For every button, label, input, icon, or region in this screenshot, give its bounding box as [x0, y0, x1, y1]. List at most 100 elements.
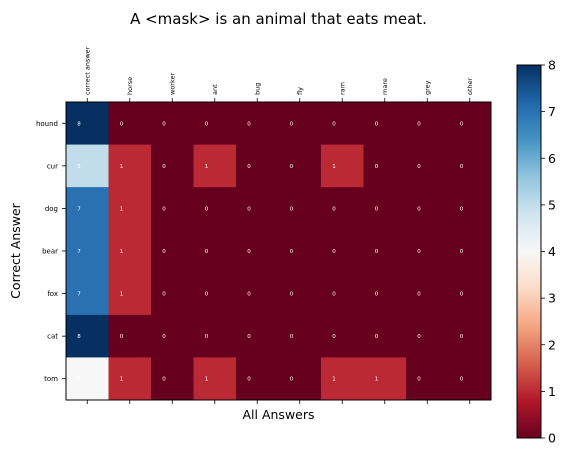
cell-value-label: 0 [290, 164, 294, 170]
cell-value-label: 0 [247, 292, 251, 298]
x-tick-label: grey [423, 80, 431, 95]
heatmap-cell [108, 102, 152, 146]
cell-value-label: 1 [332, 377, 336, 383]
heatmap-cell [108, 144, 152, 188]
x-tick-label: worker [168, 73, 176, 95]
cell-value-label: 0 [247, 334, 251, 340]
heatmap-cell [278, 144, 322, 188]
heatmap-cell [66, 144, 109, 188]
cell-value-label: 0 [247, 249, 251, 255]
cell-value-label: 1 [375, 377, 379, 383]
plot-frame [65, 101, 492, 401]
cell-value-label: 0 [162, 292, 166, 298]
cell-value-label: 0 [417, 334, 421, 340]
heatmap-cell [193, 314, 237, 358]
cell-value-label: 8 [77, 334, 81, 340]
cell-value-label: 7 [77, 249, 81, 255]
chart-title: A <mask> is an animal that eats meat. [130, 10, 427, 28]
cell-value-label: 0 [162, 334, 166, 340]
heatmap-cell [406, 144, 449, 188]
cell-value-label: 0 [375, 292, 379, 298]
cell-value-label: 0 [290, 206, 294, 212]
y-axis-label: Correct Answer [8, 202, 23, 298]
cell-value-label: 0 [460, 249, 464, 255]
heatmap-cell [193, 229, 237, 273]
cell-value-label: 0 [460, 377, 464, 383]
cell-value-label: 0 [205, 292, 209, 298]
heatmap-cell [406, 187, 449, 231]
cell-value-label: 0 [162, 206, 166, 212]
colorbar-tick-label: 2 [548, 337, 556, 352]
cell-value-label: 1 [120, 249, 124, 255]
heatmap-cell [193, 187, 237, 231]
cell-value-label: 0 [417, 249, 421, 255]
cell-value-label: 1 [120, 206, 124, 212]
cell-value-label: 1 [120, 292, 124, 298]
heatmap-cell [108, 357, 152, 401]
cell-value-label: 0 [247, 206, 251, 212]
heatmap-cell [278, 229, 322, 273]
cell-value-label: 0 [290, 377, 294, 383]
colorbar-tick-label: 7 [548, 104, 556, 119]
x-tick-label: mare [381, 78, 389, 95]
y-tick-label: dog [45, 205, 58, 213]
heatmap-cell [363, 102, 407, 146]
x-tick-label: ram [338, 82, 346, 95]
cell-value-label: 0 [205, 206, 209, 212]
heatmap-cell [406, 229, 449, 273]
cell-value-label: 0 [162, 164, 166, 170]
cell-value-label: 7 [77, 292, 81, 298]
heatmap-cell [278, 314, 322, 358]
heatmap-cell [193, 144, 237, 188]
cell-value-label: 0 [290, 121, 294, 127]
cell-value-label: 0 [417, 121, 421, 127]
cell-value-label: 1 [205, 164, 209, 170]
cell-value-label: 1 [205, 377, 209, 383]
colorbar-tick-label: 1 [548, 384, 556, 399]
cell-value-label: 1 [120, 377, 124, 383]
heatmap-cell [321, 144, 364, 188]
y-tick-label: bear [42, 248, 58, 256]
cell-value-label: 0 [332, 249, 336, 255]
cell-value-label: 0 [460, 121, 464, 127]
heatmap-cell [193, 357, 237, 401]
cell-value-label: 0 [162, 377, 166, 383]
x-tick-label: ant [211, 84, 219, 95]
cell-value-label: 0 [375, 249, 379, 255]
heatmap-cell [151, 229, 194, 273]
cell-value-label: 0 [460, 206, 464, 212]
heatmap-cell [278, 102, 322, 146]
y-tick-label: cur [47, 162, 58, 170]
x-tick-label: bug [253, 83, 261, 95]
y-axis-ticks: hound cur dog bear fox cat tom [36, 120, 66, 383]
cell-value-label: 0 [290, 334, 294, 340]
cell-value-label: 0 [120, 334, 124, 340]
cell-value-label: 0 [375, 164, 379, 170]
heatmap-cell [363, 272, 407, 316]
heatmap-cell [151, 314, 194, 358]
heatmap-cell [448, 229, 492, 273]
cell-value-label: 0 [205, 249, 209, 255]
heatmap-cell [151, 187, 194, 231]
cell-value-label: 0 [460, 334, 464, 340]
heatmap-cell [363, 314, 407, 358]
colorbar-tick-label: 3 [548, 291, 556, 306]
heatmap-cell [151, 144, 194, 188]
heatmap-cell [406, 314, 449, 358]
heatmap-cell [406, 102, 449, 146]
heatmap-cell [406, 272, 449, 316]
heatmap-cell [448, 314, 492, 358]
cell-value-label: 0 [460, 164, 464, 170]
cell-value-label: 0 [460, 292, 464, 298]
colorbar-ticks: 0 1 2 3 4 5 6 7 8 [541, 58, 556, 446]
cell-value-label: 0 [417, 377, 421, 383]
x-axis-ticks: correct answer horse worker ant bug fly ram mar… [83, 46, 474, 404]
heatmap-cell [278, 187, 322, 231]
heatmap-cell [236, 357, 279, 401]
cell-value-label: 0 [417, 292, 421, 298]
heatmap-cell [448, 272, 492, 316]
colorbar-tick-label: 0 [548, 431, 556, 446]
cell-value-label: 0 [417, 206, 421, 212]
